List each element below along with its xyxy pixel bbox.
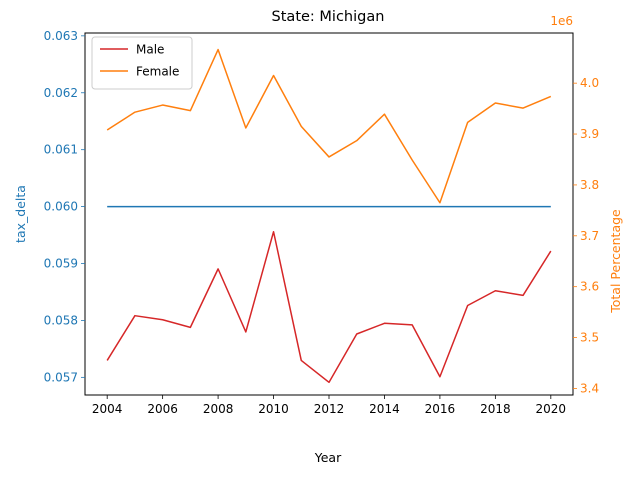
legend-label-male: Male: [136, 43, 164, 57]
right-y-tick-label: 3.7: [580, 229, 599, 243]
right-y-tick-label: 3.9: [580, 127, 599, 141]
x-tick-label: 2014: [369, 402, 400, 416]
x-tick-label: 2010: [258, 402, 289, 416]
right-axis-offset-text: 1e6: [550, 14, 573, 28]
legend: Male Female: [91, 36, 193, 90]
chart-title: State: Michigan: [272, 9, 385, 25]
right-y-tick-label: 3.5: [580, 331, 599, 345]
right-y-tick-label: 3.8: [580, 178, 599, 192]
x-tick-label: 2006: [147, 402, 178, 416]
left-y-tick-label: 0.058: [44, 313, 78, 327]
right-y-tick-label: 4.0: [580, 76, 599, 90]
x-tick-label: 2008: [203, 402, 234, 416]
left-y-tick-label: 0.057: [44, 370, 78, 384]
x-tick-label: 2020: [536, 402, 567, 416]
x-tick-label: 2018: [480, 402, 511, 416]
x-tick-label: 2012: [314, 402, 345, 416]
plot-content: [106, 48, 552, 384]
right-y-tick-label: 3.6: [580, 280, 599, 294]
legend-label-female: Female: [136, 65, 179, 79]
x-tick-label: 2004: [92, 402, 123, 416]
legend-box: [91, 36, 193, 90]
right-y-tick-label: 3.4: [580, 381, 599, 395]
left-y-tick-label: 0.059: [44, 257, 78, 271]
left-y-axis-label: tax_delta: [13, 185, 28, 243]
series-line-female: [106, 48, 552, 204]
left-y-tick-label: 0.060: [44, 200, 78, 214]
right-y-axis-label: Total Percentage: [608, 209, 623, 314]
x-tick-label: 2016: [425, 402, 456, 416]
left-y-tick-label: 0.061: [44, 143, 78, 157]
series-line-male: [106, 230, 552, 384]
x-axis-label: Year: [314, 450, 342, 465]
left-y-tick-label: 0.062: [44, 86, 78, 100]
left-y-tick-label: 0.063: [44, 29, 78, 43]
axes: 2004 2006 2008 2010 2012 2014 2016 2018 2020 0.05…: [44, 29, 599, 416]
